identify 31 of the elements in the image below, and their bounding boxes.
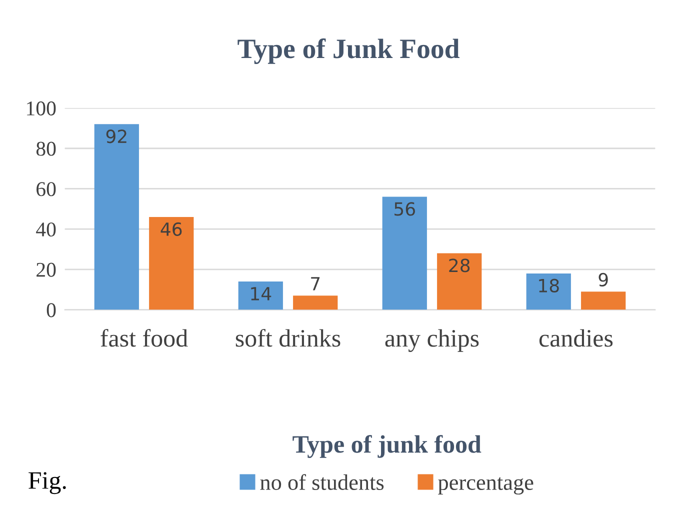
bar (382, 196, 427, 310)
x-tick-label: any chips (385, 329, 479, 352)
data-label: 14 (251, 287, 272, 300)
x-axis-title: Type of junk food (292, 434, 482, 458)
bar (238, 282, 283, 310)
data-label: 9 (598, 272, 608, 286)
bar (149, 216, 194, 310)
chart-title: Type of Junk Food (238, 38, 460, 64)
bar (581, 292, 626, 310)
y-tick-label: 0 (46, 303, 56, 318)
x-tick-label: soft drinks (236, 328, 340, 347)
bar (437, 253, 482, 310)
text: Fig. (28, 472, 66, 494)
data-label: 56 (394, 202, 415, 216)
y-tick-label: 20 (36, 262, 56, 277)
y-tick-label: 80 (36, 142, 56, 156)
data-label: 18 (539, 278, 559, 292)
bar (526, 273, 571, 310)
data-label: 28 (449, 258, 470, 272)
bar (293, 296, 338, 310)
y-tick-label: 60 (36, 182, 56, 196)
y-tick-label: 100 (27, 101, 56, 116)
x-tick-label: candies (539, 329, 613, 347)
data-label: 46 (160, 222, 182, 236)
legend-label: no of students (260, 474, 384, 490)
data-label: 7 (311, 277, 320, 290)
y-tick-label: 40 (36, 222, 56, 236)
data-label: 92 (106, 130, 126, 144)
legend-label: percentage (438, 477, 534, 495)
bar (94, 124, 139, 310)
x-tick-label: fast food (100, 328, 188, 347)
